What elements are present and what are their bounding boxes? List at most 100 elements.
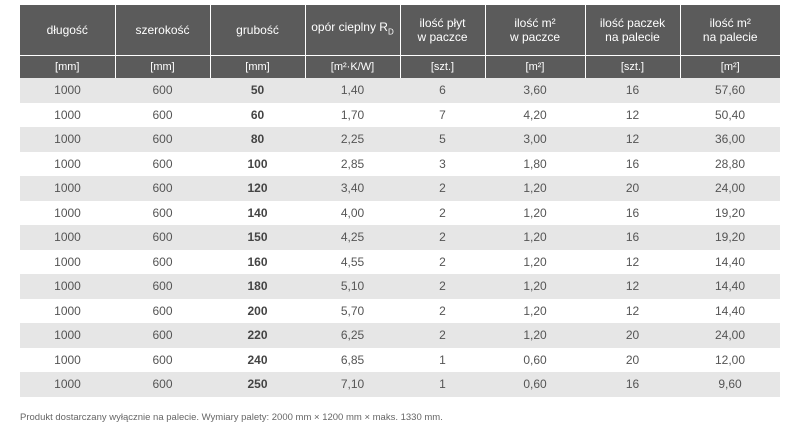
table-cell: 2,85 (340, 156, 365, 171)
header-line: w paczce (509, 30, 561, 44)
table-row: 1000 600 180 5,10 2 1,20 12 14,40 (20, 274, 780, 299)
table-cell: 1,20 (523, 303, 547, 318)
header-line: w paczce (417, 30, 468, 44)
table-cell: 1,20 (485, 323, 585, 348)
table-cell: 2 (439, 254, 446, 269)
header-subscript: D (387, 27, 394, 37)
table-cell: 1000 (20, 323, 115, 348)
table-cell: 7,10 (305, 372, 400, 397)
column-header: ilość paczek na palecie (584, 5, 680, 56)
table-cell: 0,60 (485, 372, 585, 397)
table-cell: 80 (210, 127, 305, 152)
unit-header: [szt.] (584, 55, 680, 78)
table-cell: 150 (210, 225, 305, 250)
table-cell: 1000 (20, 127, 115, 152)
table-cell: 1000 (20, 78, 115, 103)
table-cell: 2 (400, 323, 485, 348)
table-cell: 2 (400, 274, 485, 299)
table-cell: 200 (247, 303, 268, 318)
table-cell: 220 (210, 323, 305, 348)
table-cell: 1 (439, 352, 446, 367)
column-header: ilość płyt w paczce (399, 5, 485, 56)
table-row: 1000 600 100 2,85 3 1,80 16 28,80 (20, 152, 780, 177)
table-cell: 4,55 (340, 254, 365, 269)
table-cell: 1,40 (305, 78, 400, 103)
table-cell: 24,00 (680, 176, 780, 201)
table-cell: 1000 (20, 176, 115, 201)
table-cell: 5 (400, 127, 485, 152)
table-cell: 4,25 (305, 225, 400, 250)
table-cell: 14,40 (714, 254, 746, 269)
table-row: 1000 600 240 6,85 1 0,60 20 12,00 (20, 348, 780, 373)
table-cell: 2 (400, 225, 485, 250)
header-line: na palecie (605, 30, 660, 44)
table-cell: 16 (585, 225, 680, 250)
table-cell: 1000 (20, 225, 115, 250)
table-row: 1000 600 160 4,55 2 1,20 12 14,40 (20, 250, 780, 275)
table-cell: 600 (152, 156, 173, 171)
column-header: grubość (209, 5, 305, 56)
table-cell: 12 (625, 303, 640, 318)
column-header: ilość m² w paczce (484, 5, 585, 56)
table-cell: 12 (625, 254, 640, 269)
table-cell: 36,00 (680, 127, 780, 152)
footnote: Produkt dostarczany wyłącznie na palecie… (20, 412, 443, 423)
table-cell: 2,25 (305, 127, 400, 152)
table-cell: 1000 (54, 156, 81, 171)
table-cell: 6,25 (305, 323, 400, 348)
table-row: 1000 600 140 4,00 2 1,20 16 19,20 (20, 201, 780, 226)
table-cell: 16 (585, 372, 680, 397)
table-cell: 120 (210, 176, 305, 201)
header-line: ilość paczek (599, 16, 666, 30)
table-cell: 600 (152, 303, 173, 318)
table-cell: 3,00 (485, 127, 585, 152)
table-cell: 20 (625, 352, 640, 367)
table-cell: 20 (585, 176, 680, 201)
unit-header: [m²·K/W] (304, 55, 400, 78)
table-cell: 9,60 (680, 372, 780, 397)
table-cell: 2 (439, 205, 446, 220)
table-cell: 250 (210, 372, 305, 397)
table-row: 1000 600 250 7,10 1 0,60 16 9,60 (20, 372, 780, 397)
table-cell: 28,80 (714, 156, 746, 171)
table-cell: 140 (247, 205, 268, 220)
column-header: ilość m² na palecie (679, 5, 780, 56)
unit-header: [szt.] (399, 55, 485, 78)
table-cell: 14,40 (680, 274, 780, 299)
table-cell: 2 (439, 303, 446, 318)
table-cell: 14,40 (714, 303, 746, 318)
table-cell: 4,20 (523, 107, 547, 122)
table-cell: 12 (585, 274, 680, 299)
table-cell: 6,85 (340, 352, 365, 367)
table-cell: 12 (585, 127, 680, 152)
table-cell: 1,20 (485, 225, 585, 250)
unit-header: [m²] (484, 55, 585, 78)
table-row: 1000 600 200 5,70 2 1,20 12 14,40 (20, 299, 780, 324)
table-cell: 5,70 (340, 303, 365, 318)
unit-header: [m²] (679, 55, 780, 78)
table-row: 1000 600 50 1,40 6 3,60 16 57,60 (20, 78, 780, 103)
header-line: opór cieplny R (311, 20, 388, 35)
table-cell: 1 (400, 372, 485, 397)
table-row: 1000 600 80 2,25 5 3,00 12 36,00 (20, 127, 780, 152)
table-cell: 1000 (20, 372, 115, 397)
table-row: 1000 600 60 1,70 7 4,20 12 50,40 (20, 103, 780, 128)
unit-header: [mm] (114, 55, 210, 78)
unit-header: [mm] (20, 55, 115, 78)
column-header: szerokość (114, 5, 210, 56)
table-cell: 1000 (54, 352, 81, 367)
table-cell: 16 (625, 205, 640, 220)
table-cell: 6 (400, 78, 485, 103)
table-cell: 160 (247, 254, 268, 269)
table-cell: 600 (152, 205, 173, 220)
unit-header: [mm] (209, 55, 305, 78)
table-row: 1000 600 220 6,25 2 1,20 20 24,00 (20, 323, 780, 348)
table-cell: 2 (400, 176, 485, 201)
header-line: szerokość (135, 23, 190, 37)
table-cell: 1000 (54, 303, 81, 318)
table-cell: 3,60 (485, 78, 585, 103)
table-cell: 1,20 (523, 205, 547, 220)
table-cell: 600 (152, 107, 173, 122)
table-cell: 600 (152, 352, 173, 367)
table-cell: 600 (115, 127, 210, 152)
